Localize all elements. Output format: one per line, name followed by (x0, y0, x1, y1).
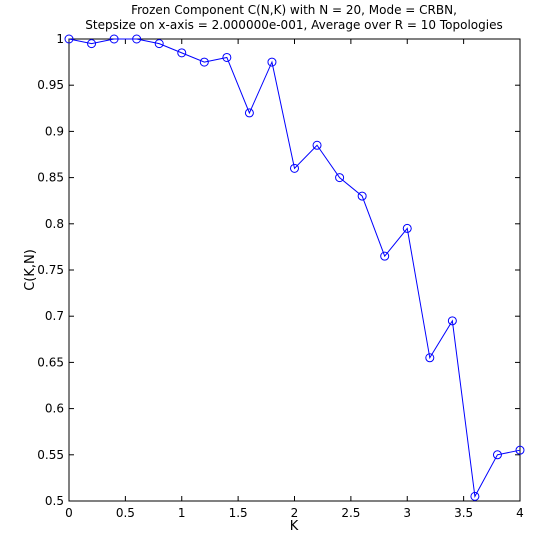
y-tick-label: 0.55 (37, 448, 64, 462)
y-tick-label: 0.5 (45, 494, 64, 508)
data-point (380, 251, 390, 261)
data-point (199, 57, 209, 67)
data-point (335, 173, 345, 183)
x-axis-label: K (290, 519, 299, 534)
data-point (290, 163, 299, 173)
x-tick-label: 2 (291, 506, 299, 520)
data-point (425, 353, 435, 363)
data-point (87, 39, 97, 49)
data-point (154, 39, 164, 49)
plot-area (68, 38, 521, 502)
data-point (492, 450, 502, 460)
y-axis-label: C(K,N) (23, 249, 38, 291)
data-point (470, 491, 480, 501)
data-point (132, 34, 142, 44)
x-tick-label: 3.5 (454, 506, 473, 520)
y-tick-label: 0.9 (45, 124, 64, 138)
y-axis-ticks: 0.5 0.55 0.6 0.65 0.7 0.75 0.8 0.85 0.9 0.95 1 (37, 32, 520, 508)
x-tick-label: 0 (65, 506, 73, 520)
x-tick-label: 1 (178, 506, 186, 520)
data-point (244, 108, 254, 118)
data-point (312, 140, 322, 150)
data-point (402, 223, 412, 233)
y-tick-label: 0.75 (37, 263, 64, 277)
chart-title: Frozen Component C(N,K) with N = 20, Mod… (85, 3, 502, 32)
x-axis-ticks: 0 0.5 1 1.5 2 2.5 3 3.5 4 (65, 39, 524, 520)
y-tick-label: 0.7 (45, 309, 64, 323)
series-group (64, 34, 525, 501)
data-point (64, 34, 74, 44)
chart-title-line-1: Frozen Component C(N,K) with N = 20, Mod… (131, 3, 457, 17)
y-tick-label: 0.65 (37, 355, 64, 369)
y-tick-label: 1 (56, 32, 64, 46)
x-tick-label: 0.5 (116, 506, 135, 520)
data-point (109, 34, 119, 44)
data-point (267, 57, 277, 67)
y-tick-label: 0.8 (45, 217, 64, 231)
x-tick-label: 1.5 (229, 506, 248, 520)
data-point (447, 316, 457, 326)
y-tick-label: 0.6 (45, 402, 64, 416)
x-tick-label: 3 (403, 506, 411, 520)
data-point (515, 445, 525, 455)
y-tick-label: 0.95 (37, 78, 64, 92)
y-tick-label: 0.85 (37, 171, 64, 185)
data-point (357, 191, 367, 201)
data-point (222, 52, 232, 62)
x-tick-label: 4 (516, 506, 524, 520)
series-line (68, 38, 521, 498)
data-point (177, 48, 187, 58)
x-tick-label: 2.5 (341, 506, 360, 520)
chart-title-line-2: Stepsize on x-axis = 2.000000e-001, Aver… (85, 18, 502, 32)
